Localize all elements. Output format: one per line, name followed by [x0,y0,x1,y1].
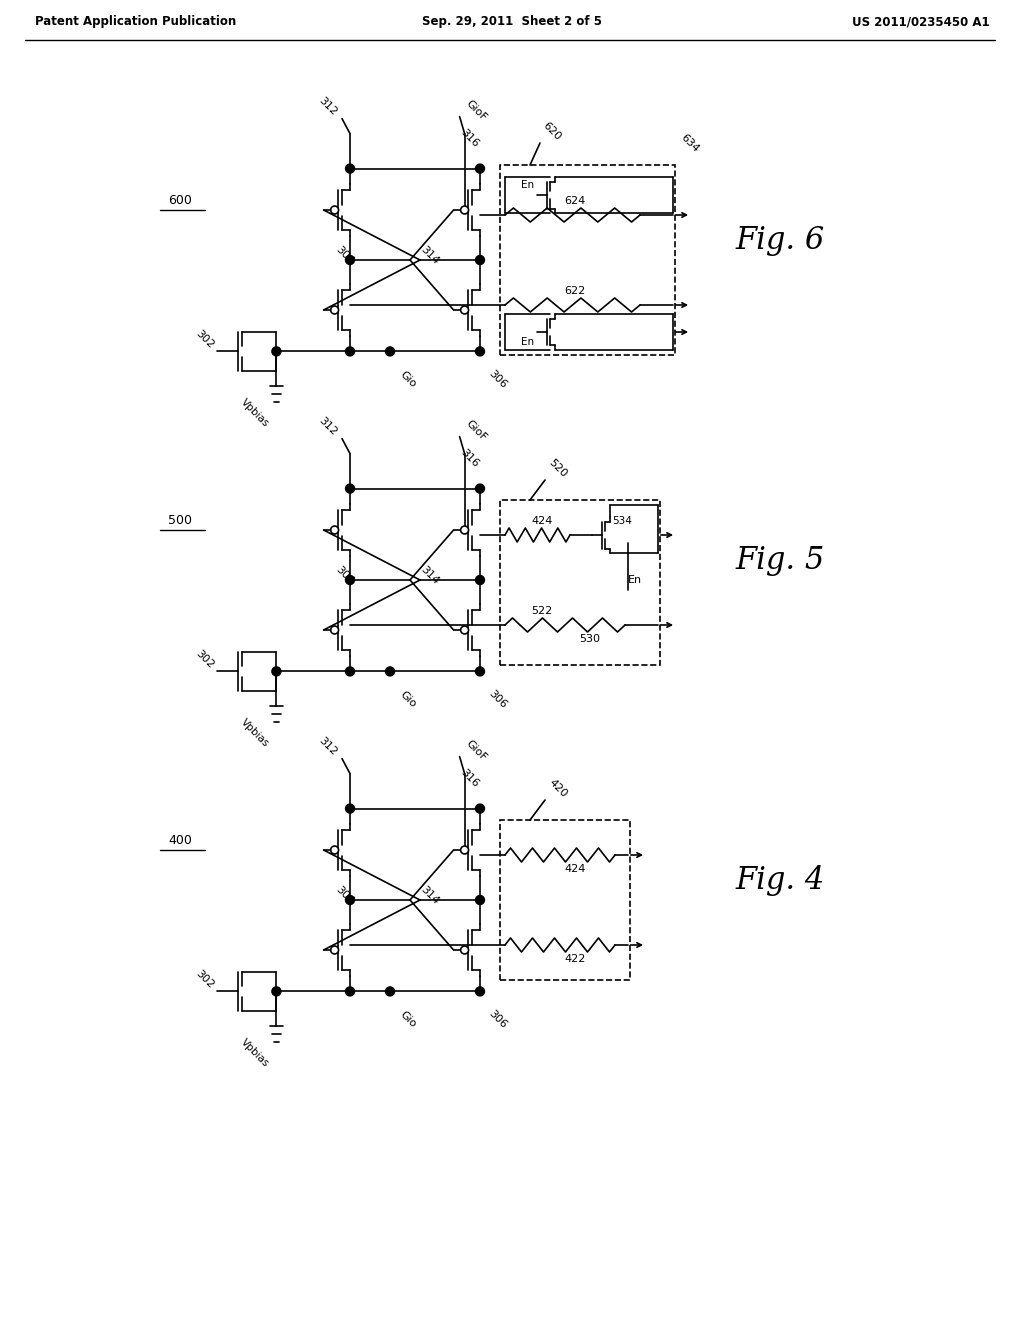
Circle shape [272,987,281,995]
Text: En: En [521,180,535,190]
Text: 306: 306 [487,1008,509,1031]
Circle shape [475,484,484,494]
Text: 534: 534 [612,516,632,525]
Bar [500,820,630,979]
Text: Gio: Gio [398,689,418,709]
Text: GioF: GioF [464,738,488,763]
Bar [500,500,660,665]
Text: GioF: GioF [464,98,488,123]
Text: 312: 312 [317,416,339,438]
Circle shape [345,576,354,585]
Text: US 2011/0235450 A1: US 2011/0235450 A1 [852,16,990,29]
Text: 500: 500 [168,513,193,527]
Text: 314: 314 [419,564,441,586]
Circle shape [272,347,281,356]
Text: 314: 314 [419,884,441,906]
Circle shape [331,527,339,535]
Circle shape [475,804,484,813]
Circle shape [331,626,339,634]
Circle shape [331,846,339,854]
Text: En: En [628,576,642,585]
Text: 424: 424 [564,865,586,874]
Text: Patent Application Publication: Patent Application Publication [35,16,237,29]
Text: 420: 420 [547,777,569,799]
Circle shape [345,256,354,264]
Circle shape [385,347,394,356]
Text: Fig. 5: Fig. 5 [735,544,824,576]
Text: 624: 624 [564,195,586,206]
Text: 302: 302 [194,969,216,990]
Text: 400: 400 [168,833,191,846]
Bar [500,165,675,355]
Text: 302: 302 [194,648,216,671]
Circle shape [331,946,339,954]
Circle shape [345,667,354,676]
Text: Fig. 4: Fig. 4 [735,865,824,895]
Circle shape [475,895,484,904]
Text: 312: 312 [317,735,339,758]
Circle shape [331,306,339,314]
Text: Sep. 29, 2011  Sheet 2 of 5: Sep. 29, 2011 Sheet 2 of 5 [422,16,602,29]
Circle shape [461,527,469,535]
Circle shape [345,804,354,813]
Text: 316: 316 [459,128,480,149]
Text: 620: 620 [541,120,563,143]
Text: 304: 304 [334,244,356,267]
Text: Vpbias: Vpbias [239,1038,271,1069]
Circle shape [461,306,469,314]
Circle shape [461,846,469,854]
Text: 424: 424 [531,516,553,525]
Circle shape [385,667,394,676]
Circle shape [272,667,281,676]
Circle shape [475,164,484,173]
Text: Fig. 6: Fig. 6 [735,224,824,256]
Text: 622: 622 [564,286,586,296]
Text: 600: 600 [168,194,191,206]
Circle shape [475,347,484,356]
Text: 422: 422 [564,954,586,964]
Text: 522: 522 [531,606,553,616]
Text: 304: 304 [334,884,356,906]
Circle shape [461,206,469,214]
Text: 520: 520 [547,457,569,479]
Text: 302: 302 [194,329,216,350]
Circle shape [475,576,484,585]
Text: Vpbias: Vpbias [239,397,271,429]
Circle shape [345,347,354,356]
Circle shape [345,987,354,995]
Text: 304: 304 [334,564,356,586]
Text: Gio: Gio [398,370,418,389]
Text: 530: 530 [580,634,600,644]
Text: En: En [521,337,535,347]
Circle shape [475,256,484,264]
Circle shape [345,484,354,494]
Text: 634: 634 [679,132,701,154]
Circle shape [345,895,354,904]
Text: 312: 312 [317,95,339,117]
Circle shape [475,667,484,676]
Text: Gio: Gio [398,1010,418,1030]
Circle shape [331,206,339,214]
Text: Vpbias: Vpbias [239,717,271,750]
Text: GioF: GioF [464,418,488,444]
Circle shape [475,987,484,995]
Circle shape [345,164,354,173]
Text: 316: 316 [459,447,480,470]
Circle shape [385,987,394,995]
Text: 306: 306 [487,368,509,391]
Text: 316: 316 [459,768,480,789]
Circle shape [461,946,469,954]
Circle shape [461,626,469,634]
Text: 314: 314 [419,244,441,267]
Text: 306: 306 [487,689,509,710]
